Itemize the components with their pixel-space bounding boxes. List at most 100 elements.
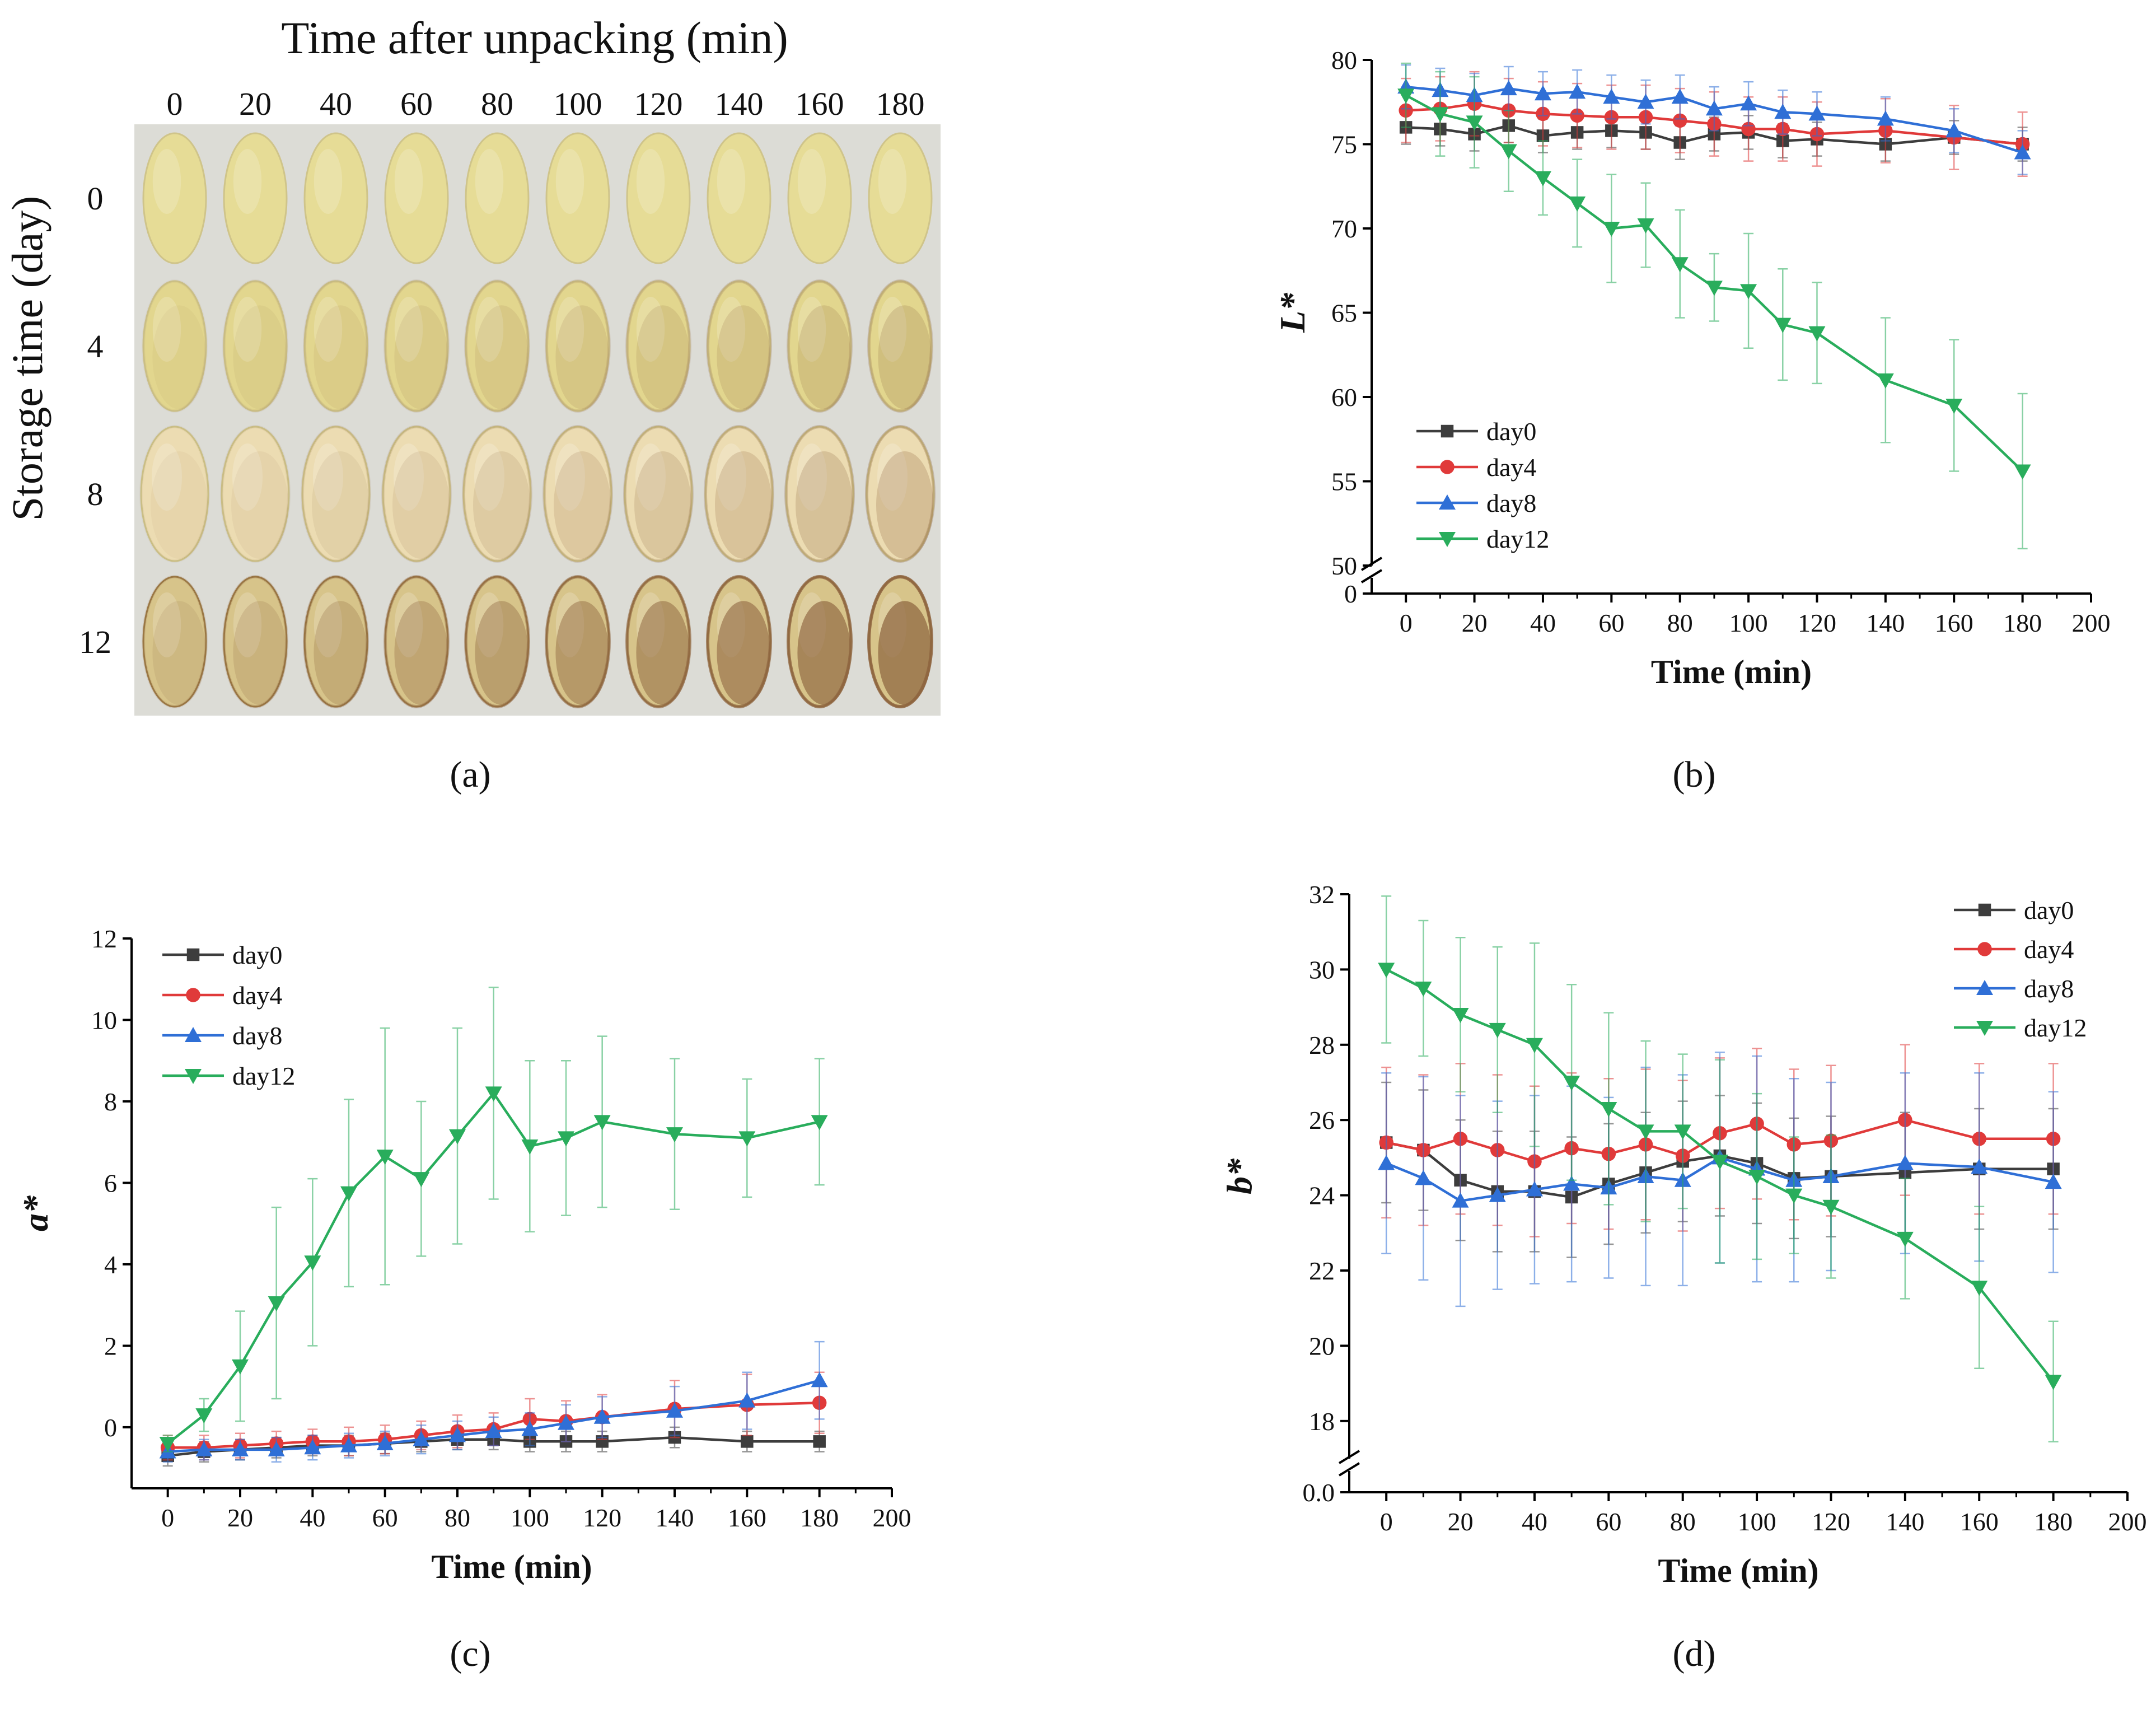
data-point xyxy=(593,1115,611,1131)
data-point xyxy=(666,1402,683,1418)
data-point xyxy=(1945,122,1963,138)
x-tick-label: 160 xyxy=(1960,1507,1999,1536)
series-line xyxy=(1386,968,2055,1383)
series-day12 xyxy=(1397,62,2031,550)
potato-slice-photo xyxy=(784,425,855,563)
data-point xyxy=(232,1441,249,1456)
x-tick-label: 0 xyxy=(161,1503,174,1532)
data-point xyxy=(1971,1281,1988,1296)
data-point xyxy=(521,1139,539,1155)
data-point xyxy=(1774,104,1792,119)
x-tick-label: 60 xyxy=(1596,1507,1621,1536)
data-point xyxy=(1600,1102,1617,1118)
potato-slice-photo xyxy=(384,575,450,708)
potato-slice-photo xyxy=(704,425,774,563)
legend-marker xyxy=(1441,424,1454,438)
panel-label-c: (c) xyxy=(450,1633,490,1674)
y-tick-label: 18 xyxy=(1309,1407,1335,1436)
x-tick-label: 80 xyxy=(445,1503,470,1532)
data-point xyxy=(1637,1124,1654,1140)
y-axis-title: b* xyxy=(1219,1158,1259,1194)
data-point xyxy=(1415,1170,1432,1185)
data-point xyxy=(2045,1375,2062,1390)
data-point xyxy=(268,1441,285,1456)
legend-item: day12 xyxy=(1416,525,1549,553)
data-point xyxy=(1526,1038,1543,1053)
photo-row-label: 0 xyxy=(87,180,104,217)
y-tick-label: 26 xyxy=(1309,1106,1335,1134)
axis-break-mark xyxy=(1338,1450,1360,1477)
potato-slice-photo xyxy=(464,575,530,708)
potato-slice-photo xyxy=(142,132,207,264)
x-tick-label: 20 xyxy=(227,1503,253,1532)
legend-item: day0 xyxy=(1416,417,1536,446)
data-point xyxy=(1808,326,1826,342)
y-tick-label: 10 xyxy=(91,1006,117,1034)
potato-slice-photo xyxy=(707,132,771,264)
legend-marker xyxy=(1977,942,1992,956)
data-point xyxy=(1711,1155,1728,1170)
data-point xyxy=(340,1437,357,1453)
data-point xyxy=(449,1129,466,1145)
y-axis-title: L* xyxy=(1273,292,1312,333)
data-point xyxy=(268,1296,285,1312)
potato-slice-photo xyxy=(384,279,450,413)
y-tick-label: 6 xyxy=(104,1169,117,1197)
x-tick-label: 0 xyxy=(1380,1507,1393,1536)
data-point xyxy=(1466,115,1483,131)
data-point xyxy=(1705,281,1723,296)
x-tick-label: 140 xyxy=(656,1503,694,1532)
data-point xyxy=(593,1408,611,1424)
potato-slice-photo xyxy=(222,575,288,708)
data-point xyxy=(1808,105,1826,121)
potato-slice-photo xyxy=(625,279,691,413)
potato-slice-photo xyxy=(787,132,852,264)
potato-slice-photo xyxy=(545,575,611,708)
legend-marker xyxy=(1439,532,1456,547)
legend-item: day12 xyxy=(1954,1014,2087,1042)
data-point xyxy=(376,1150,394,1165)
data-point xyxy=(1534,171,1551,186)
data-point xyxy=(2045,1174,2062,1189)
x-tick-label: 180 xyxy=(2003,609,2042,637)
photo-panel-y-title: Storage time (day) xyxy=(3,196,52,521)
y-tick-label: 12 xyxy=(91,924,117,953)
legend-label: day12 xyxy=(2024,1014,2087,1042)
y-tick-label: 0 xyxy=(104,1413,117,1442)
data-point xyxy=(159,1436,176,1452)
data-point xyxy=(1500,144,1517,160)
panel-label-d: (d) xyxy=(1673,1633,1716,1674)
series-line xyxy=(1405,85,2023,154)
x-axis-title: Time (min) xyxy=(1658,1552,1818,1589)
data-point xyxy=(304,1255,321,1271)
potato-slice-photo xyxy=(865,425,936,563)
x-tick-label: 0 xyxy=(1400,609,1413,637)
data-point xyxy=(738,1131,756,1147)
data-point xyxy=(1971,1159,1988,1174)
y-tick-label: 4 xyxy=(104,1250,117,1279)
y-tick-label: 70 xyxy=(1331,214,1357,243)
data-point xyxy=(376,1435,394,1450)
plot-area xyxy=(159,987,828,1467)
data-point xyxy=(521,1421,539,1436)
y-tick-label-break: 0.0 xyxy=(1303,1478,1335,1507)
potato-slice-photo xyxy=(626,132,691,264)
y-tick-label: 75 xyxy=(1331,130,1357,159)
data-point xyxy=(1674,1124,1691,1140)
y-tick-label: 20 xyxy=(1309,1332,1335,1360)
potato-slice-photo xyxy=(303,132,368,264)
legend-item: day0 xyxy=(162,941,282,969)
y-tick-label: 8 xyxy=(104,1087,117,1116)
x-tick-label: 200 xyxy=(2072,609,2111,637)
axes: 0 20 40 60 80 100 120 140 160 180 200 Time (min) 0 2 4… xyxy=(16,924,911,1585)
legend-item: day0 xyxy=(1954,896,2074,924)
data-point xyxy=(1603,88,1620,104)
data-point xyxy=(1569,196,1586,212)
data-point xyxy=(1569,83,1586,99)
legend-marker xyxy=(185,1069,202,1084)
series-line xyxy=(1386,1156,2054,1203)
data-point xyxy=(558,1131,574,1147)
legend: day0 day4 day8 day12 xyxy=(1416,417,1549,553)
data-point xyxy=(232,1359,249,1375)
legend-item: day12 xyxy=(162,1062,295,1090)
